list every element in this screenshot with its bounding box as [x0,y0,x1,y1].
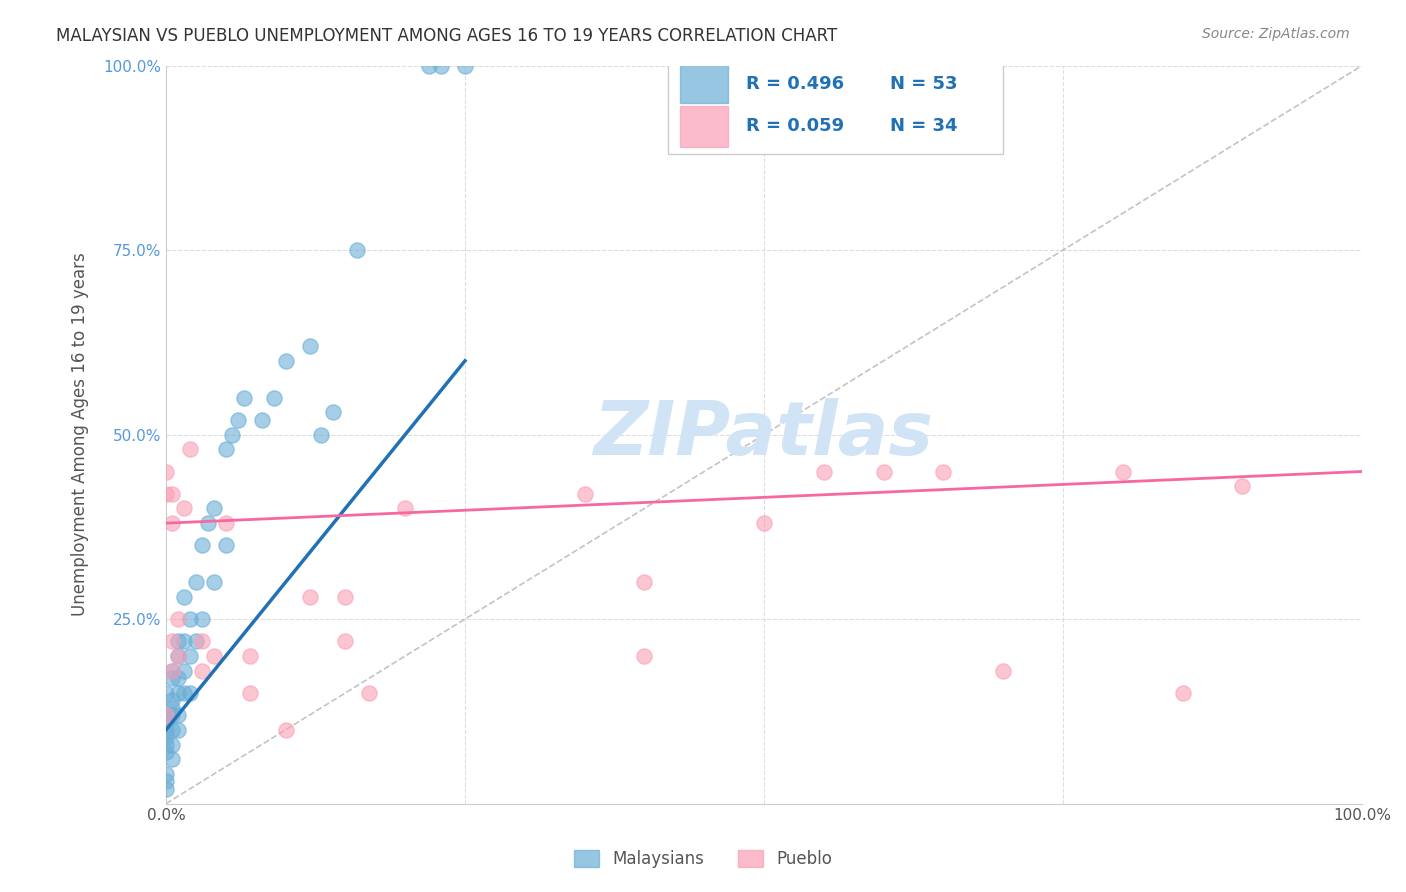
Malaysians [202,575,225,590]
Pueblo [191,634,214,648]
Pueblo [633,648,655,663]
Malaysians [215,442,238,457]
FancyBboxPatch shape [668,51,1004,154]
Pueblo [239,648,262,663]
Malaysians [160,708,183,723]
Malaysians [418,59,440,73]
Pueblo [160,634,183,648]
Malaysians [160,700,183,714]
Malaysians [167,648,190,663]
Malaysians [155,715,177,730]
Malaysians [160,671,183,685]
Pueblo [215,516,238,531]
Malaysians [160,693,183,707]
Malaysians [179,648,201,663]
Pueblo [335,634,357,648]
Text: R = 0.496: R = 0.496 [747,75,844,93]
Pueblo [394,501,416,516]
Malaysians [179,612,201,626]
Malaysians [184,575,207,590]
Malaysians [155,723,177,737]
FancyBboxPatch shape [681,62,728,103]
Malaysians [226,413,249,427]
Pueblo [574,486,596,500]
Text: R = 0.059: R = 0.059 [747,117,844,135]
Malaysians [184,634,207,648]
Pueblo [1171,686,1194,700]
Pueblo [179,442,201,457]
Malaysians [250,413,273,427]
Legend: Malaysians, Pueblo: Malaysians, Pueblo [568,843,838,875]
Pueblo [932,465,955,479]
Pueblo [155,486,177,500]
Malaysians [155,774,177,789]
Text: ZIPatlas: ZIPatlas [593,398,934,471]
Malaysians [155,745,177,759]
FancyBboxPatch shape [681,106,728,147]
Malaysians [155,686,177,700]
Pueblo [752,516,775,531]
Pueblo [160,516,183,531]
Malaysians [202,501,225,516]
Pueblo [359,686,381,700]
Malaysians [173,634,195,648]
Malaysians [160,738,183,752]
Malaysians [179,686,201,700]
Malaysians [155,781,177,796]
Y-axis label: Unemployment Among Ages 16 to 19 years: Unemployment Among Ages 16 to 19 years [72,252,89,616]
Malaysians [173,664,195,678]
Pueblo [993,664,1015,678]
Malaysians [274,353,297,368]
Malaysians [191,612,214,626]
Malaysians [430,59,453,73]
Malaysians [311,427,333,442]
Malaysians [167,723,190,737]
Malaysians [173,590,195,604]
Malaysians [263,391,285,405]
Malaysians [454,59,477,73]
Malaysians [167,634,190,648]
Pueblo [298,590,321,604]
Malaysians [191,538,214,552]
Malaysians [155,767,177,781]
Pueblo [173,501,195,516]
Pueblo [1232,479,1254,493]
Malaysians [346,243,368,257]
Text: N = 53: N = 53 [890,75,957,93]
Malaysians [160,752,183,766]
Malaysians [173,686,195,700]
Pueblo [167,648,190,663]
Malaysians [232,391,254,405]
Pueblo [1112,465,1135,479]
Pueblo [274,723,297,737]
Pueblo [191,664,214,678]
Malaysians [167,686,190,700]
Text: MALAYSIAN VS PUEBLO UNEMPLOYMENT AMONG AGES 16 TO 19 YEARS CORRELATION CHART: MALAYSIAN VS PUEBLO UNEMPLOYMENT AMONG A… [56,27,838,45]
Text: Source: ZipAtlas.com: Source: ZipAtlas.com [1202,27,1350,41]
Malaysians [298,339,321,353]
Malaysians [155,738,177,752]
Pueblo [167,612,190,626]
Pueblo [202,648,225,663]
Malaysians [160,723,183,737]
Malaysians [167,708,190,723]
Pueblo [155,708,177,723]
Malaysians [155,730,177,744]
Malaysians [197,516,219,531]
Malaysians [215,538,238,552]
Text: N = 34: N = 34 [890,117,957,135]
Malaysians [155,708,177,723]
Pueblo [239,686,262,700]
Pueblo [872,465,894,479]
Malaysians [167,671,190,685]
Pueblo [335,590,357,604]
Pueblo [813,465,835,479]
Pueblo [633,575,655,590]
Pueblo [155,465,177,479]
Malaysians [221,427,243,442]
Pueblo [160,486,183,500]
Pueblo [160,664,183,678]
Malaysians [160,664,183,678]
Malaysians [322,405,344,419]
